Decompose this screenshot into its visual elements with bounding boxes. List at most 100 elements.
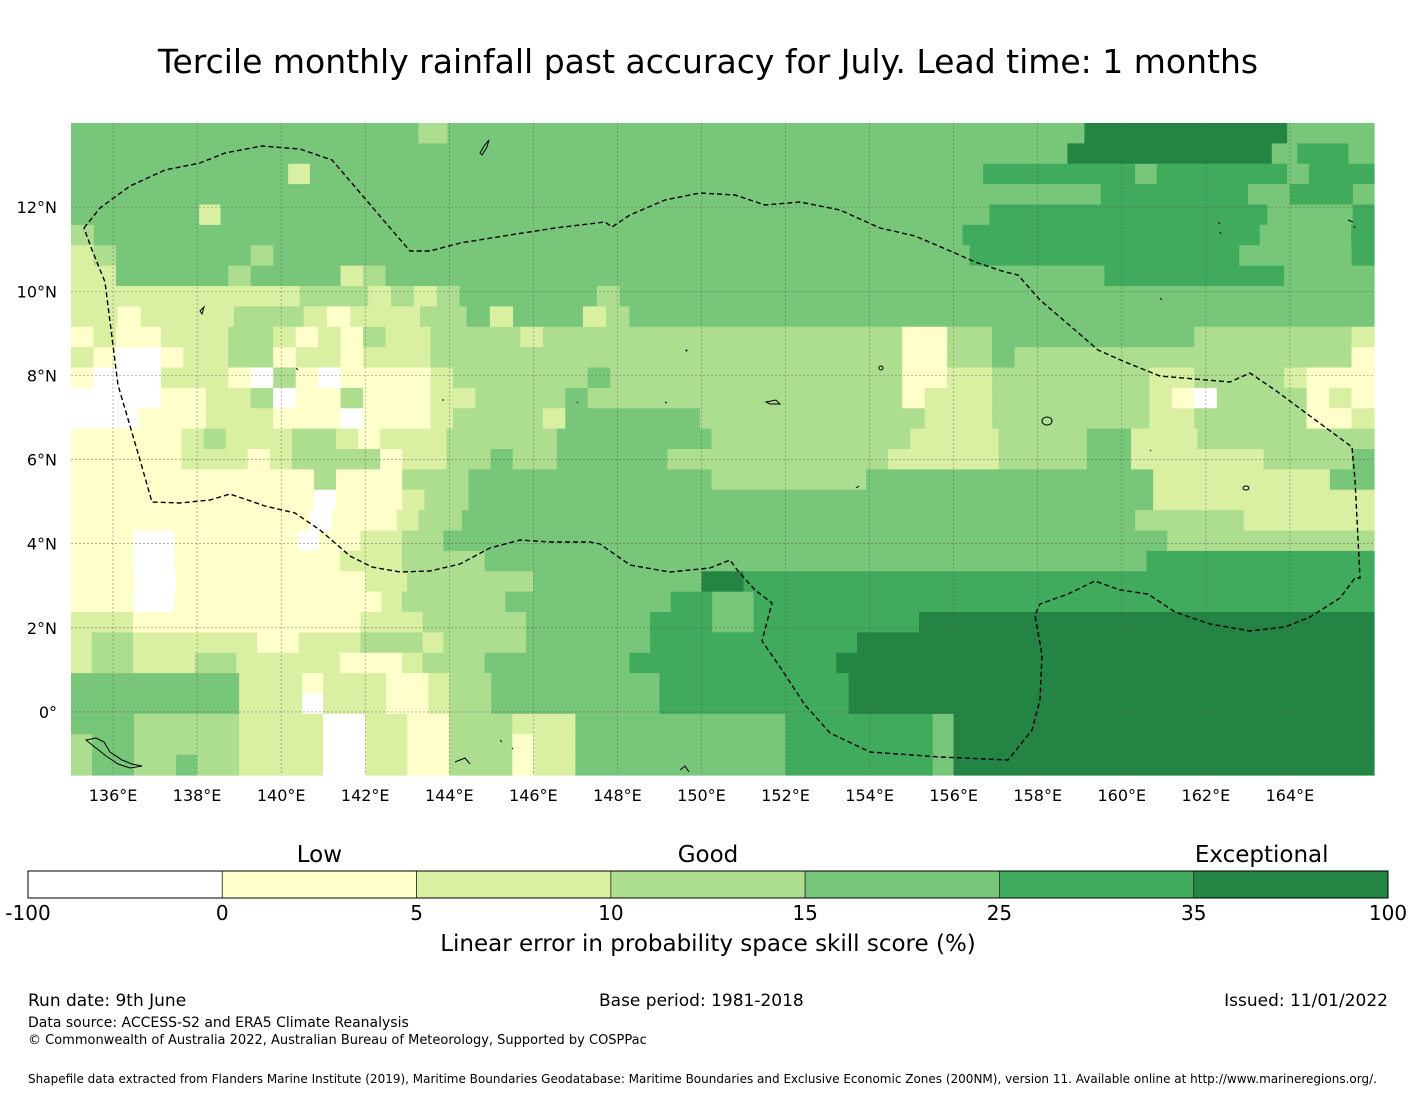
skill-cell <box>71 408 139 430</box>
skill-cell <box>1153 489 1375 511</box>
skill-cell <box>298 632 362 654</box>
chart-title: Tercile monthly rainfall past accuracy f… <box>157 42 1259 81</box>
colorbar-label: Linear error in probability space skill … <box>440 931 976 957</box>
skill-cell <box>363 387 432 409</box>
longitude-tick-label: 158°E <box>1013 786 1062 805</box>
skill-cell <box>711 428 911 450</box>
skill-cell <box>140 306 235 328</box>
skill-cell <box>556 428 713 450</box>
skill-cell <box>1131 428 1198 450</box>
island-outlines <box>84 139 1356 773</box>
skill-cell <box>340 326 364 348</box>
skill-cell <box>385 265 1106 287</box>
skill-cell <box>331 510 398 532</box>
skill-cell <box>1308 163 1375 185</box>
skill-cell <box>160 387 207 409</box>
skill-cell <box>71 428 183 450</box>
category-low-label: Low <box>296 842 343 868</box>
skill-cell <box>233 306 305 328</box>
skill-cell <box>1351 347 1375 369</box>
skill-cell <box>93 347 117 369</box>
skill-cell <box>91 652 134 674</box>
skill-cell <box>1351 387 1375 409</box>
colorbar-tick-label: 0 <box>215 901 229 925</box>
skill-cell <box>391 286 415 307</box>
colorbar <box>27 870 1389 899</box>
skill-cell <box>134 734 240 756</box>
skill-cell <box>606 306 631 328</box>
skill-cell <box>449 754 513 776</box>
skill-cell <box>1329 469 1375 491</box>
skill-cell <box>319 530 362 552</box>
skill-cell <box>133 530 176 552</box>
skill-cell <box>983 163 1136 185</box>
skill-cell <box>396 510 420 532</box>
skill-cell <box>92 754 135 776</box>
skill-cell <box>1352 184 1375 206</box>
skill-cell <box>428 693 450 715</box>
skill-cell <box>848 693 1375 715</box>
skill-cell <box>430 408 454 430</box>
skill-cell <box>236 652 341 674</box>
skill-cell <box>273 408 342 430</box>
skill-cell <box>512 713 576 735</box>
skill-cell <box>339 652 403 674</box>
skill-cell <box>428 673 450 695</box>
longitude-tick-label: 164°E <box>1266 786 1315 805</box>
skill-cell <box>160 347 184 369</box>
longitude-tick-label: 160°E <box>1097 786 1146 805</box>
skill-cell <box>468 469 713 491</box>
skill-cell <box>1267 204 1354 226</box>
skill-cell <box>785 734 934 756</box>
skill-cell <box>1216 387 1308 409</box>
skill-cell <box>93 367 162 389</box>
skill-cell <box>71 123 420 144</box>
atoll-dot <box>1217 221 1222 235</box>
skill-cell <box>323 673 387 695</box>
skill-score-raster <box>71 123 1375 776</box>
skill-cell <box>1351 245 1375 267</box>
skill-cell <box>1197 428 1375 450</box>
skill-cell <box>71 550 134 572</box>
shapefile-credit: Shapefile data extracted from Flanders M… <box>28 1072 1377 1086</box>
skill-cell <box>1306 387 1330 409</box>
skill-cell <box>533 571 703 593</box>
skill-cell <box>447 123 1086 144</box>
skill-cell <box>299 286 369 307</box>
skill-cell <box>363 408 432 430</box>
latitude-tick-label: 8°N <box>27 366 57 385</box>
skill-cell <box>512 754 534 776</box>
skill-cell <box>1086 428 1132 450</box>
skill-cell <box>363 265 387 287</box>
data-source: Data source: ACCESS-S2 and ERA5 Climate … <box>28 1015 409 1031</box>
skill-cell <box>174 550 341 572</box>
skill-cell <box>711 469 867 491</box>
skill-cell <box>93 245 117 267</box>
skill-cell <box>71 367 95 389</box>
skill-cell <box>1194 387 1218 409</box>
skill-cell <box>134 713 240 735</box>
skill-cell <box>422 632 444 654</box>
skill-cell <box>989 204 1268 226</box>
skill-cell <box>520 326 544 348</box>
skill-cell <box>365 754 408 776</box>
skill-cell <box>71 163 289 185</box>
skill-cell <box>667 449 889 470</box>
skill-cell <box>225 428 293 450</box>
skill-cell <box>133 612 362 633</box>
longitude-tick-label: 148°E <box>593 786 642 805</box>
skill-cell <box>257 632 300 654</box>
skill-cell <box>466 306 491 328</box>
skill-cell <box>303 306 328 328</box>
skill-cell <box>323 754 366 776</box>
skill-cell <box>1259 224 1352 246</box>
skill-cell <box>239 673 303 695</box>
skill-cell <box>575 734 787 756</box>
skill-cell <box>587 367 611 389</box>
skill-cell <box>336 489 403 511</box>
skill-cell <box>484 652 631 674</box>
skill-cell <box>71 449 183 470</box>
skill-cell <box>273 326 297 348</box>
skill-cell <box>309 163 984 185</box>
